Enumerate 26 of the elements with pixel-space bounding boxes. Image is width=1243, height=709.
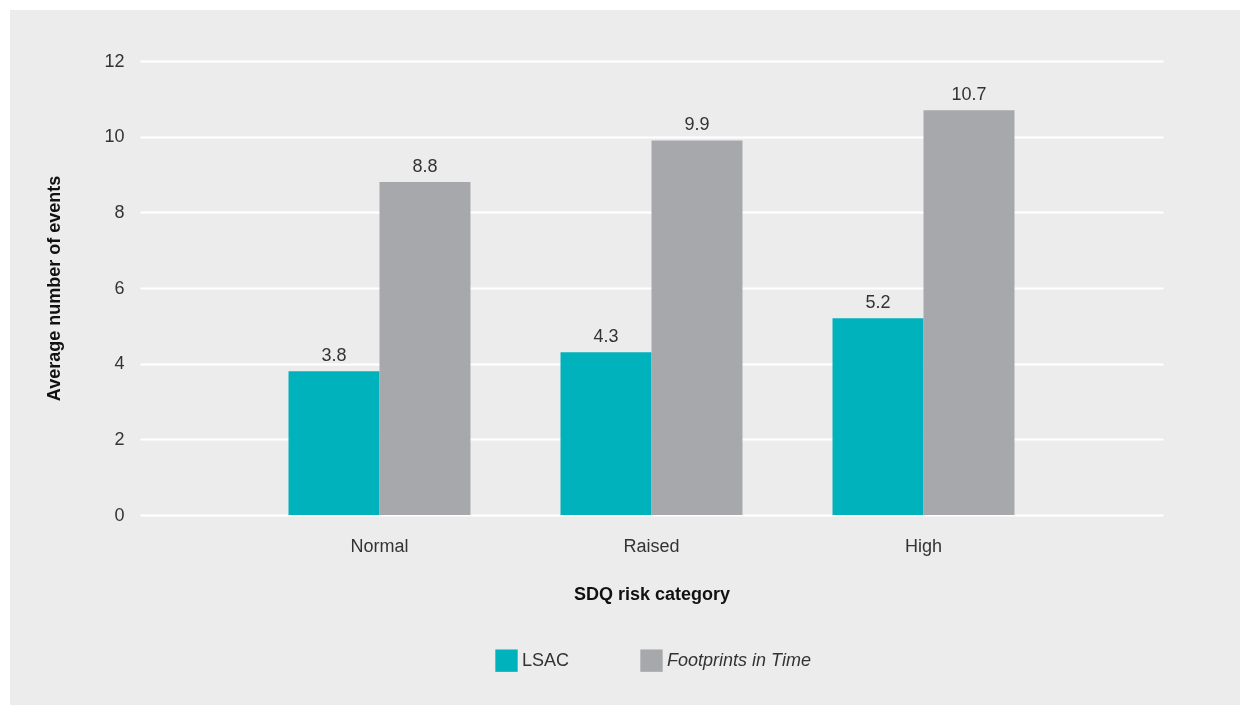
data-label: 10.7 bbox=[951, 84, 987, 105]
y-tick-label: 10 bbox=[104, 126, 125, 147]
data-label: 3.8 bbox=[321, 345, 347, 366]
x-tick-label: High bbox=[904, 535, 943, 556]
bar bbox=[560, 352, 652, 515]
x-axis-title: SDQ risk category bbox=[573, 583, 731, 604]
y-tick-label: 4 bbox=[114, 353, 125, 374]
bar bbox=[288, 371, 380, 515]
y-tick-label: 6 bbox=[114, 277, 125, 298]
y-tick-label: 8 bbox=[114, 201, 125, 222]
y-tick-label: 12 bbox=[104, 50, 125, 71]
data-label: 4.3 bbox=[593, 326, 619, 347]
y-tick-label: 0 bbox=[114, 504, 125, 525]
x-tick-label: Normal bbox=[350, 535, 409, 556]
legend-label: LSAC bbox=[522, 649, 570, 670]
data-label: 9.9 bbox=[684, 114, 710, 135]
y-tick-label: 2 bbox=[114, 428, 125, 449]
data-label: 8.8 bbox=[412, 156, 438, 177]
bar bbox=[651, 140, 743, 515]
legend-label: Footprints in Time bbox=[667, 649, 811, 670]
bar bbox=[923, 110, 1015, 515]
y-axis-title: Average number of events bbox=[44, 175, 65, 402]
data-label: 5.2 bbox=[865, 292, 891, 313]
bar bbox=[379, 182, 471, 515]
bar bbox=[832, 318, 924, 515]
x-tick-label: Raised bbox=[623, 535, 680, 556]
